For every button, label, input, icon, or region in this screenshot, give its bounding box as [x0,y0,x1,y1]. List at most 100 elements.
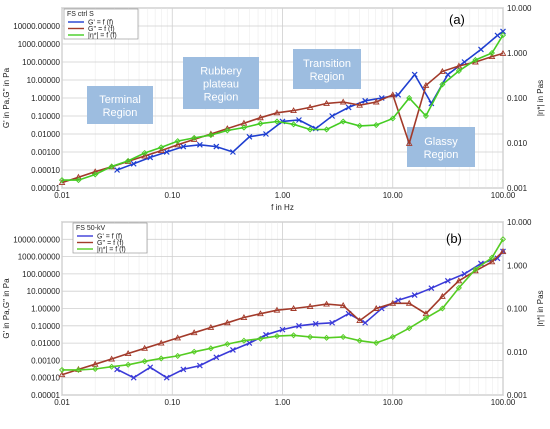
legend-entry: G' = f (f) [97,234,122,241]
data-point [339,98,347,105]
data-point [158,355,165,362]
data-point [500,28,506,35]
data-point [323,99,330,106]
data-point [439,67,446,74]
data-point [372,98,380,105]
data-point [58,371,66,378]
data-point [395,297,402,304]
data-point [240,124,247,131]
data-point [306,303,314,309]
data-point [478,46,484,53]
data-point [389,91,397,98]
data-point [406,325,413,332]
y-tick-label: 0.00100 [31,356,60,365]
y2-tick-label: 1.000 [507,261,528,270]
data-point [92,171,99,178]
data-point [312,320,319,327]
y-axis-label: G' in Pa,G'' in Pa [2,278,11,339]
y-tick-label: 1.00000 [31,305,60,314]
y-tick-label: 0.00001 [31,184,60,193]
y-tick-label: 0.00010 [31,374,60,383]
data-point [439,305,446,312]
data-point [340,118,347,125]
data-point [207,323,215,330]
y-axis-label: G' in Pa,G'' in Pa [2,67,11,128]
data-point [405,139,413,146]
data-point [340,333,347,340]
data-point [488,53,496,60]
data-point [422,315,429,322]
data-point [389,299,397,306]
data-point [422,112,429,119]
x-tick-label: 100.00 [491,398,516,407]
data-point [58,179,66,186]
data-point [428,285,435,292]
data-point [114,167,121,173]
data-point [439,81,446,88]
data-point [499,32,507,39]
x-tick-label: 100.00 [491,191,516,200]
region-label: Transition Region [303,58,351,83]
data-point [163,149,170,155]
legend [63,8,139,40]
data-point [240,337,247,344]
y-tick-label: 100.00000 [22,270,60,279]
y2-axis-label: |η*| in Pas [536,80,545,116]
y-tick-label: 10.00000 [27,76,61,85]
data-point [389,115,396,122]
data-point [494,255,501,262]
x-tick-label: 10.00 [383,398,404,407]
data-point [373,339,380,346]
data-point [373,122,380,129]
data-point [224,341,231,348]
region-label: Rubbery plateau Region [200,66,242,104]
chart-panel-a: 0.01 0.10 1.00 10.00 100.00 0.00001 0.00010 0.0… [2,4,545,212]
data-point [306,103,314,110]
data-point [273,306,281,313]
legend-entry: G'' = f (f) [88,26,115,33]
data-point [141,149,148,157]
data-point [130,160,137,167]
chart-panel-b: 0.01 0.10 1.00 10.00 100.00 0.00001 0.00010 0.0… [2,218,545,407]
data-point [439,292,446,299]
legend-entry: G' = f (f) [88,20,113,27]
legend-entry: G'' = f (f) [97,240,124,247]
data-point [488,258,496,265]
data-point [263,131,269,137]
data-point [339,301,347,308]
panel-label: (b) [446,231,462,246]
panel-label: (a) [449,12,465,27]
data-point [174,141,182,148]
data-point [290,121,297,128]
data-point [488,49,495,57]
y2-tick-label: 10.000 [507,218,532,227]
data-point [191,134,198,141]
data-point [174,334,182,341]
x-tick-label: 0.01 [54,398,70,407]
x-tick-label: 0.10 [164,191,180,200]
data-point [329,113,336,119]
y-tick-label: 0.00010 [31,166,60,175]
data-point [147,364,154,371]
legend-title: FS 50-kV [76,225,106,232]
data-point [323,126,330,133]
data-point [494,32,501,39]
data-point [323,300,330,307]
data-point [124,350,132,356]
data-point [345,104,352,111]
legend-entry: |η*| = f (f) [88,33,117,40]
data-point [372,304,380,311]
data-point [246,133,253,140]
data-point [444,71,451,78]
y-tick-label: 10000.00000 [13,22,60,31]
data-point [125,361,132,368]
data-point [246,340,253,347]
data-point [422,81,430,88]
data-point [240,314,248,320]
data-point [356,101,364,108]
series-line [61,52,504,184]
data-point [406,94,413,102]
series-line [62,238,504,371]
region-box [183,57,259,109]
data-point [279,326,286,333]
